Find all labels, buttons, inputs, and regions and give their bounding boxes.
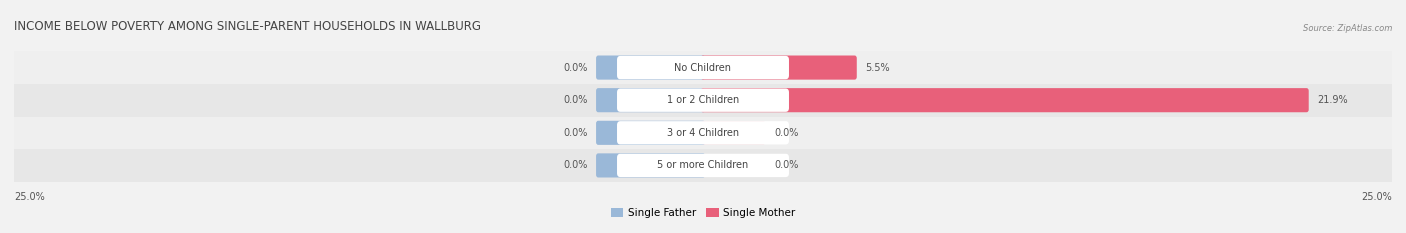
FancyBboxPatch shape <box>700 88 1309 112</box>
Text: 3 or 4 Children: 3 or 4 Children <box>666 128 740 138</box>
FancyBboxPatch shape <box>700 55 856 80</box>
FancyBboxPatch shape <box>617 121 789 144</box>
FancyBboxPatch shape <box>617 89 789 112</box>
FancyBboxPatch shape <box>596 121 706 145</box>
Text: 0.0%: 0.0% <box>562 63 588 72</box>
Text: 25.0%: 25.0% <box>14 192 45 202</box>
Legend: Single Father, Single Mother: Single Father, Single Mother <box>610 208 796 218</box>
Text: 1 or 2 Children: 1 or 2 Children <box>666 95 740 105</box>
Bar <box>14 51 1392 84</box>
Bar <box>14 149 1392 182</box>
Text: 25.0%: 25.0% <box>1361 192 1392 202</box>
Text: 0.0%: 0.0% <box>775 161 799 170</box>
Text: 0.0%: 0.0% <box>562 161 588 170</box>
FancyBboxPatch shape <box>596 55 706 80</box>
Bar <box>14 84 1392 116</box>
Text: 0.0%: 0.0% <box>775 128 799 138</box>
Text: 0.0%: 0.0% <box>562 95 588 105</box>
FancyBboxPatch shape <box>617 154 789 177</box>
Text: 21.9%: 21.9% <box>1317 95 1348 105</box>
FancyBboxPatch shape <box>617 56 789 79</box>
Text: 5 or more Children: 5 or more Children <box>658 161 748 170</box>
Text: 5.5%: 5.5% <box>866 63 890 72</box>
FancyBboxPatch shape <box>702 121 765 144</box>
FancyBboxPatch shape <box>596 153 706 178</box>
Text: 0.0%: 0.0% <box>562 128 588 138</box>
FancyBboxPatch shape <box>702 154 765 177</box>
FancyBboxPatch shape <box>596 88 706 112</box>
Bar <box>14 116 1392 149</box>
Text: INCOME BELOW POVERTY AMONG SINGLE-PARENT HOUSEHOLDS IN WALLBURG: INCOME BELOW POVERTY AMONG SINGLE-PARENT… <box>14 20 481 33</box>
Text: Source: ZipAtlas.com: Source: ZipAtlas.com <box>1302 24 1392 33</box>
Text: No Children: No Children <box>675 63 731 72</box>
